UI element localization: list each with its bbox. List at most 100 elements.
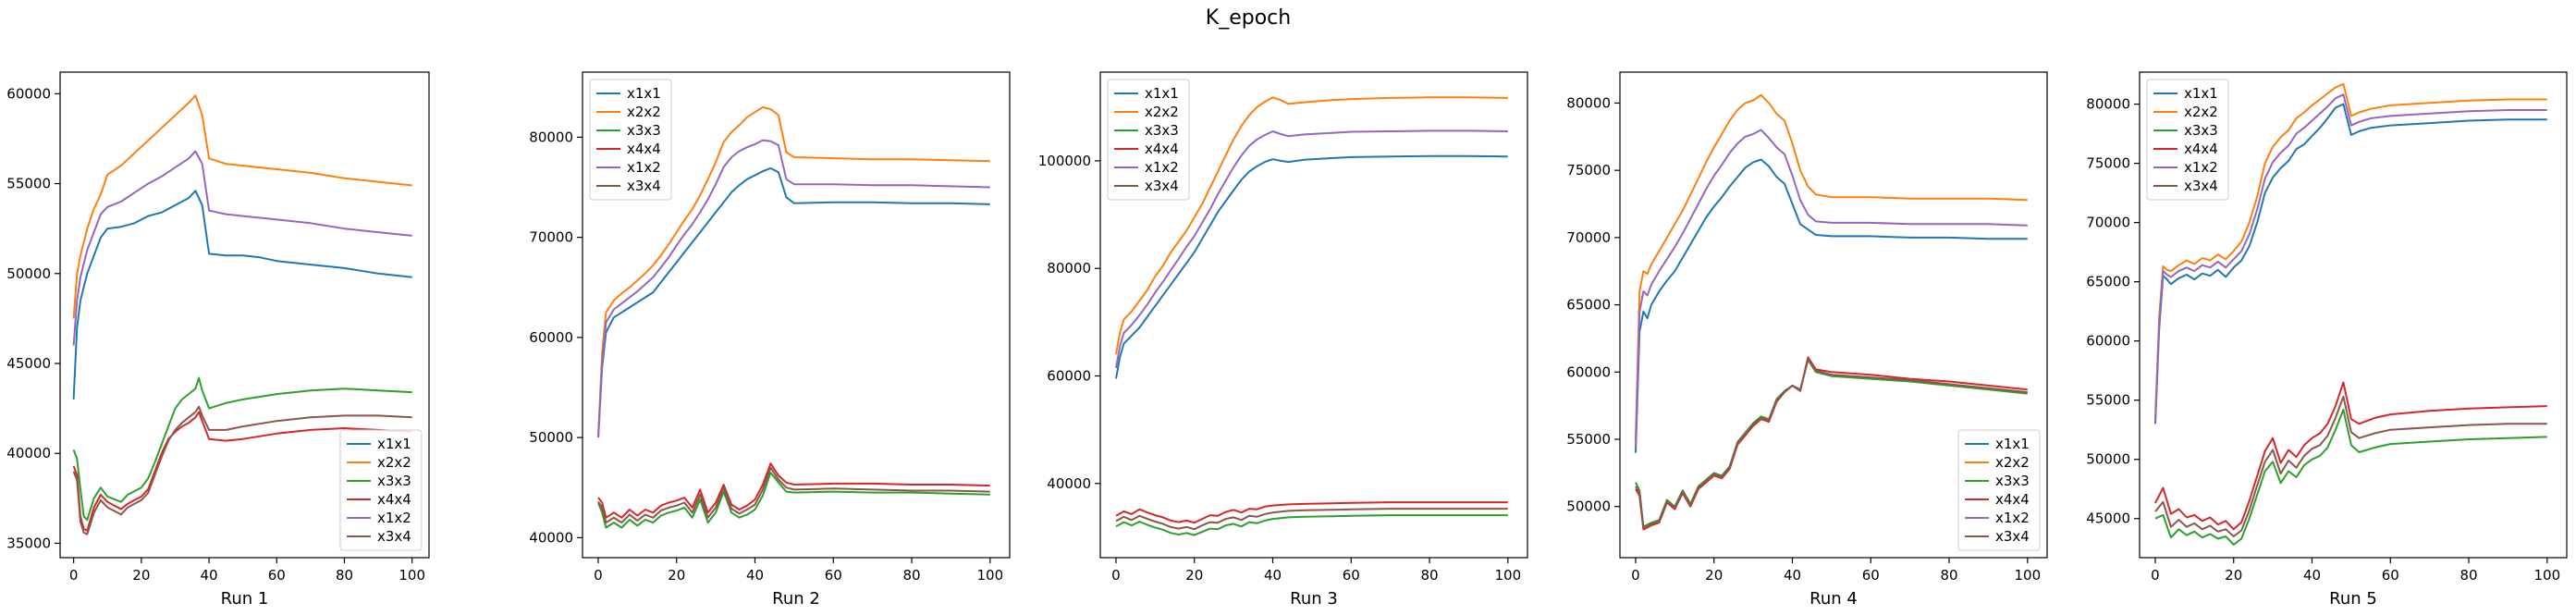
subplot-run-3: 0 20 40 60 80 100 40000 60000 80000 100000 Run 3 x1… bbox=[1038, 71, 1528, 609]
x-axis-label: Run 2 bbox=[772, 589, 820, 609]
subplot-run-5: 0 20 40 60 80 100 45000 50000 55000 60000 65000 700… bbox=[2086, 71, 2568, 609]
y-tick-label: 75000 bbox=[2086, 155, 2130, 172]
legend-label-x1x2: x1x2 bbox=[1995, 510, 2030, 526]
series-line-x3x4 bbox=[2154, 395, 2547, 537]
y-tick-label: 80000 bbox=[1566, 94, 1611, 111]
y-tick-label: 50000 bbox=[6, 265, 51, 282]
axes-frame bbox=[2139, 71, 2568, 559]
series-line-x3x3 bbox=[2154, 408, 2547, 546]
y-tick-label: 60000 bbox=[2086, 333, 2130, 350]
legend-label-x1x1: x1x1 bbox=[2184, 85, 2218, 102]
y-tick-label: 70000 bbox=[1566, 229, 1611, 246]
x-tick-label: 40 bbox=[1264, 567, 1282, 584]
legend-label-x4x4: x4x4 bbox=[2184, 141, 2218, 157]
legend-label-x2x2: x2x2 bbox=[1145, 104, 1179, 120]
subplot-run-1: 0 20 40 60 80 100 35000 40000 45000 50000 55000 600… bbox=[6, 71, 430, 609]
x-tick-label: 60 bbox=[2382, 567, 2399, 584]
y-tick-label: 35000 bbox=[6, 535, 51, 551]
legend-label-x1x2: x1x2 bbox=[627, 159, 661, 176]
x-tick-label: 100 bbox=[2014, 567, 2041, 584]
x-tick-label: 20 bbox=[668, 567, 685, 584]
series-line-x3x4 bbox=[1115, 508, 1508, 531]
legend-label-x3x4: x3x4 bbox=[377, 528, 411, 545]
legend-label-x1x2: x1x2 bbox=[2184, 159, 2218, 176]
series-line-x4x4 bbox=[72, 411, 412, 532]
series-line-x1x1 bbox=[2154, 103, 2547, 424]
x-tick-label: 100 bbox=[2533, 567, 2560, 584]
legend-label-x2x2: x2x2 bbox=[1995, 454, 2030, 471]
series-line-x1x2 bbox=[72, 150, 412, 346]
legend: x1x1 x2x2 x3x3 x4x4 x1x2 x3x4 bbox=[1957, 429, 2041, 551]
y-tick-label: 70000 bbox=[529, 229, 573, 246]
series-line-x4x4 bbox=[1115, 501, 1508, 524]
legend-label-x3x4: x3x4 bbox=[1145, 178, 1179, 194]
legend-label-x1x1: x1x1 bbox=[627, 85, 661, 102]
y-tick-label: 65000 bbox=[2086, 274, 2130, 290]
legend-label-x3x3: x3x3 bbox=[2184, 122, 2218, 139]
series-line-x1x1 bbox=[1115, 154, 1508, 379]
series-line-x1x1 bbox=[597, 166, 990, 438]
legend-label-x1x1: x1x1 bbox=[1145, 85, 1179, 102]
y-tick-label: 55000 bbox=[1566, 431, 1611, 448]
y-tick-label: 80000 bbox=[529, 129, 573, 145]
x-axis-label: Run 1 bbox=[221, 589, 269, 609]
x-tick-label: 60 bbox=[1343, 567, 1360, 584]
legend-label-x2x2: x2x2 bbox=[2184, 104, 2218, 120]
x-tick-label: 60 bbox=[268, 567, 286, 584]
legend-label-x4x4: x4x4 bbox=[1995, 491, 2030, 508]
series-line-x3x4 bbox=[72, 405, 412, 535]
x-tick-label: 0 bbox=[69, 567, 79, 584]
x-axis-label: Run 3 bbox=[1290, 589, 1338, 609]
x-tick-label: 20 bbox=[2225, 567, 2242, 584]
y-tick-label: 60000 bbox=[529, 329, 573, 346]
x-tick-label: 40 bbox=[2303, 567, 2321, 584]
axes-frame bbox=[1619, 71, 2048, 559]
y-tick-label: 75000 bbox=[1566, 162, 1611, 178]
x-tick-label: 100 bbox=[399, 567, 425, 584]
y-tick-label: 65000 bbox=[1566, 297, 1611, 314]
y-tick-label: 50000 bbox=[529, 429, 573, 446]
y-tick-label: 60000 bbox=[1566, 363, 1611, 380]
series-line-x1x2 bbox=[1635, 129, 2028, 447]
y-tick-label: 55000 bbox=[6, 176, 51, 192]
x-tick-label: 0 bbox=[1111, 567, 1121, 584]
series-line-x1x2 bbox=[2154, 93, 2547, 422]
y-tick-label: 55000 bbox=[2086, 392, 2130, 409]
legend-label-x1x1: x1x1 bbox=[377, 436, 411, 452]
legend-label-x1x2: x1x2 bbox=[1145, 159, 1179, 176]
legend-label-x3x3: x3x3 bbox=[377, 473, 411, 489]
legend-label-x1x2: x1x2 bbox=[377, 510, 411, 526]
x-tick-label: 40 bbox=[746, 567, 764, 584]
series-line-x1x1 bbox=[1635, 158, 2028, 453]
x-tick-label: 80 bbox=[336, 567, 353, 584]
series-line-x3x3 bbox=[72, 376, 412, 522]
legend-label-x4x4: x4x4 bbox=[627, 141, 661, 157]
y-tick-label: 50000 bbox=[1566, 498, 1611, 515]
x-tick-label: 100 bbox=[976, 567, 1003, 584]
x-tick-label: 0 bbox=[594, 567, 603, 584]
series-line-x4x4 bbox=[2154, 381, 2547, 531]
series-line-x2x2 bbox=[72, 94, 412, 319]
legend-label-x4x4: x4x4 bbox=[377, 491, 411, 508]
y-tick-label: 45000 bbox=[6, 355, 51, 372]
legend: x1x1 x2x2 x3x3 x4x4 x1x2 x3x4 bbox=[2146, 79, 2229, 201]
legend-box bbox=[339, 429, 423, 551]
x-tick-label: 0 bbox=[2151, 567, 2160, 584]
legend-box bbox=[1957, 429, 2041, 551]
legend-box bbox=[2146, 79, 2229, 201]
y-tick-label: 80000 bbox=[1047, 260, 1091, 277]
series-line-x2x2 bbox=[1635, 93, 2028, 440]
x-axis-label: Run 4 bbox=[1809, 589, 1858, 609]
series-line-x3x3 bbox=[1115, 514, 1508, 536]
x-tick-label: 80 bbox=[1420, 567, 1438, 584]
x-tick-label: 40 bbox=[1784, 567, 1801, 584]
y-tick-label: 100000 bbox=[1038, 153, 1091, 169]
y-tick-label: 50000 bbox=[2086, 451, 2130, 468]
legend: x1x1 x2x2 x3x3 x4x4 x1x2 x3x4 bbox=[339, 429, 423, 551]
x-tick-label: 80 bbox=[2459, 567, 2477, 584]
y-tick-label: 40000 bbox=[529, 529, 573, 546]
x-tick-label: 0 bbox=[1631, 567, 1640, 584]
series-line-x3x4 bbox=[1635, 357, 2028, 529]
x-tick-label: 60 bbox=[1862, 567, 1880, 584]
y-tick-label: 45000 bbox=[2086, 510, 2130, 527]
